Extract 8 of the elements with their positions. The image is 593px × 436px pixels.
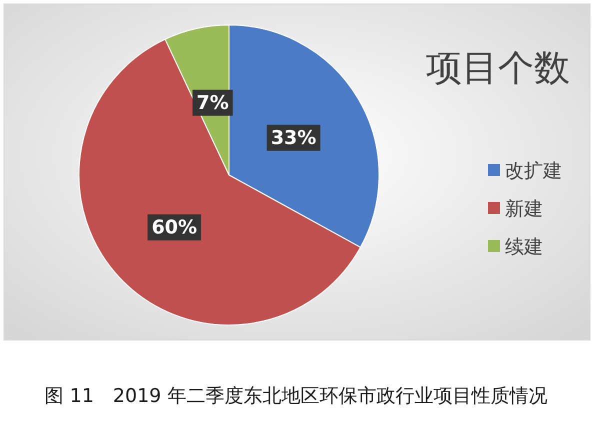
legend-label: 续建 (505, 236, 543, 258)
legend-label: 改扩建 (505, 160, 562, 182)
text: 项目个数 (426, 48, 570, 89)
legend-label: 新建 (505, 198, 543, 220)
caption: 图 11 2019 年二季度东北地区环保市政行业项目性质情况 (44, 385, 548, 407)
data-label: 33% (270, 126, 316, 149)
data-label: 60% (152, 216, 198, 238)
data-label: 7% (196, 92, 229, 114)
